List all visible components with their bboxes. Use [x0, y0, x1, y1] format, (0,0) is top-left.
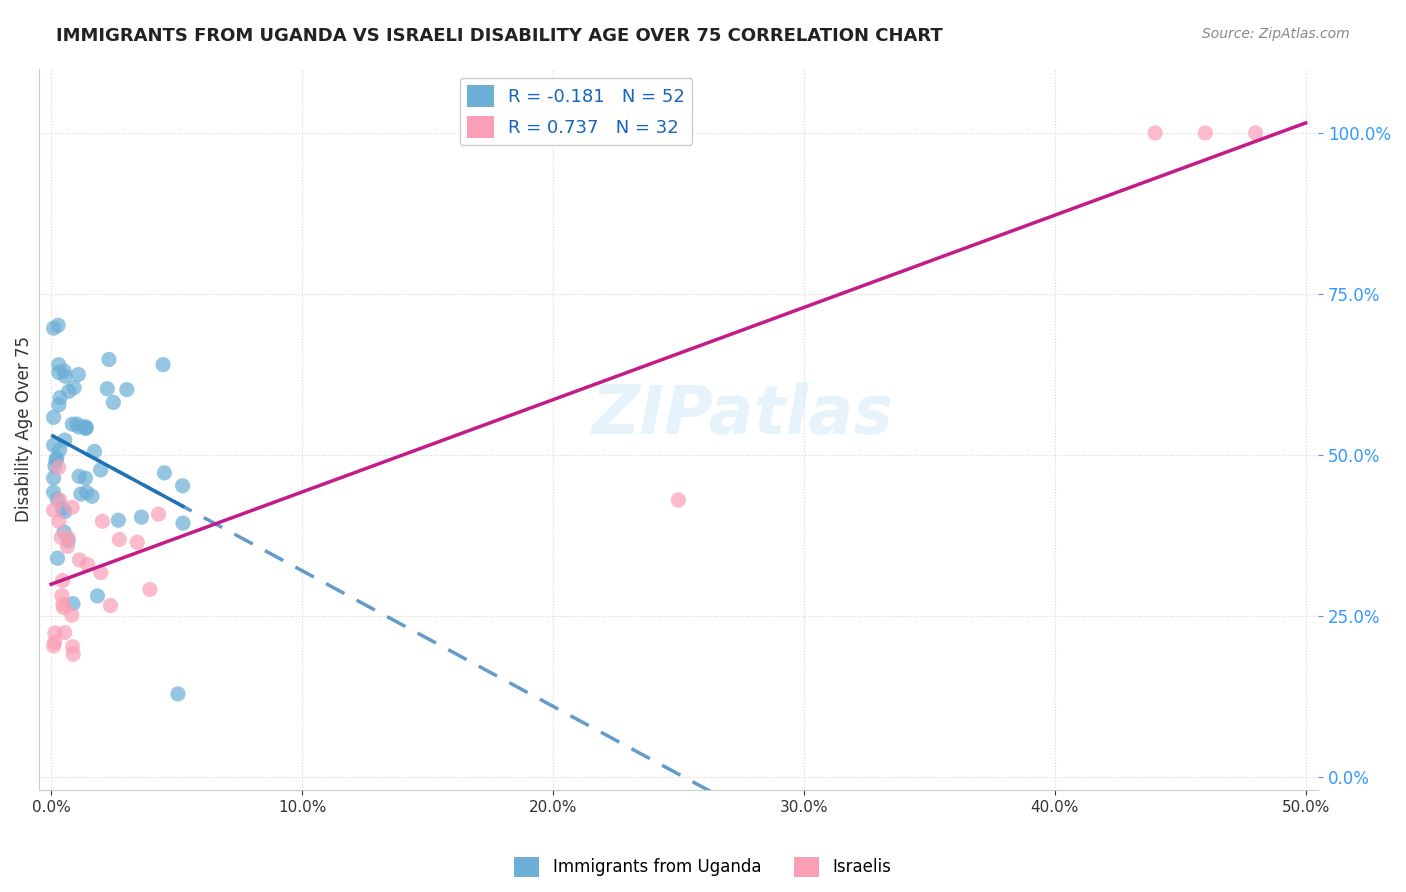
R = -0.181   N = 52: [153, 466, 176, 480]
R = 0.737   N = 32: [1144, 126, 1167, 140]
R = 0.737   N = 32: [1244, 126, 1267, 140]
R = 0.737   N = 32: [1194, 126, 1216, 140]
R = -0.181   N = 52: [83, 444, 105, 458]
R = -0.181   N = 52: [58, 384, 80, 399]
R = -0.181   N = 52: [80, 489, 103, 503]
R = 0.737   N = 32: [90, 566, 112, 580]
R = 0.737   N = 32: [44, 626, 66, 640]
R = 0.737   N = 32: [139, 582, 162, 597]
R = 0.737   N = 32: [51, 530, 73, 544]
R = -0.181   N = 52: [70, 487, 93, 501]
R = -0.181   N = 52: [45, 450, 67, 465]
R = 0.737   N = 32: [91, 514, 114, 528]
R = 0.737   N = 32: [67, 553, 90, 567]
R = 0.737   N = 32: [48, 515, 70, 529]
R = -0.181   N = 52: [103, 395, 125, 409]
R = -0.181   N = 52: [53, 433, 76, 447]
R = -0.181   N = 52: [90, 463, 112, 477]
R = -0.181   N = 52: [98, 352, 121, 367]
R = -0.181   N = 52: [51, 501, 73, 516]
R = 0.737   N = 32: [60, 608, 83, 623]
R = 0.737   N = 32: [56, 531, 79, 545]
R = -0.181   N = 52: [49, 391, 72, 405]
R = -0.181   N = 52: [63, 381, 86, 395]
R = 0.737   N = 32: [49, 493, 72, 508]
R = 0.737   N = 32: [44, 635, 66, 649]
R = 0.737   N = 32: [52, 598, 75, 612]
R = -0.181   N = 52: [46, 318, 69, 333]
R = -0.181   N = 52: [53, 505, 76, 519]
R = -0.181   N = 52: [172, 479, 194, 493]
R = -0.181   N = 52: [44, 458, 66, 473]
R = -0.181   N = 52: [46, 551, 69, 566]
Text: Source: ZipAtlas.com: Source: ZipAtlas.com: [1202, 27, 1350, 41]
R = 0.737   N = 32: [60, 500, 83, 515]
R = -0.181   N = 52: [76, 485, 98, 500]
Legend: Immigrants from Uganda, Israelis: Immigrants from Uganda, Israelis: [508, 850, 898, 884]
R = -0.181   N = 52: [45, 453, 67, 467]
R = -0.181   N = 52: [75, 420, 97, 434]
R = 0.737   N = 32: [62, 647, 84, 661]
R = 0.737   N = 32: [148, 507, 170, 521]
Text: ZIPatlas: ZIPatlas: [592, 382, 893, 448]
R = 0.737   N = 32: [42, 639, 65, 653]
R = 0.737   N = 32: [52, 600, 75, 615]
R = -0.181   N = 52: [167, 687, 190, 701]
R = 0.737   N = 32: [52, 574, 75, 588]
R = 0.737   N = 32: [42, 503, 65, 517]
R = -0.181   N = 52: [42, 438, 65, 452]
R = -0.181   N = 52: [67, 420, 90, 434]
R = 0.737   N = 32: [51, 589, 73, 603]
R = 0.737   N = 32: [100, 599, 122, 613]
R = 0.737   N = 32: [48, 460, 70, 475]
R = 0.737   N = 32: [76, 558, 98, 572]
R = 0.737   N = 32: [108, 533, 131, 547]
R = -0.181   N = 52: [42, 321, 65, 335]
R = -0.181   N = 52: [172, 516, 194, 531]
R = -0.181   N = 52: [66, 417, 89, 431]
R = -0.181   N = 52: [53, 364, 76, 378]
R = -0.181   N = 52: [152, 358, 174, 372]
R = -0.181   N = 52: [48, 366, 70, 380]
R = 0.737   N = 32: [62, 640, 84, 654]
R = -0.181   N = 52: [73, 419, 96, 434]
R = -0.181   N = 52: [75, 471, 97, 485]
R = -0.181   N = 52: [67, 368, 90, 382]
R = 0.737   N = 32: [127, 535, 149, 549]
R = -0.181   N = 52: [96, 382, 118, 396]
R = 0.737   N = 32: [53, 625, 76, 640]
R = -0.181   N = 52: [86, 589, 108, 603]
R = -0.181   N = 52: [42, 485, 65, 500]
R = -0.181   N = 52: [107, 513, 129, 527]
R = -0.181   N = 52: [42, 410, 65, 425]
R = -0.181   N = 52: [115, 383, 138, 397]
R = -0.181   N = 52: [53, 524, 76, 539]
R = -0.181   N = 52: [60, 417, 83, 432]
R = -0.181   N = 52: [53, 369, 76, 384]
R = -0.181   N = 52: [62, 597, 84, 611]
R = 0.737   N = 32: [56, 540, 79, 554]
R = -0.181   N = 52: [48, 398, 70, 412]
Legend: R = -0.181   N = 52, R = 0.737   N = 32: R = -0.181 N = 52, R = 0.737 N = 32: [460, 78, 693, 145]
R = -0.181   N = 52: [75, 421, 97, 435]
R = -0.181   N = 52: [48, 358, 70, 372]
R = -0.181   N = 52: [42, 471, 65, 485]
Y-axis label: Disability Age Over 75: Disability Age Over 75: [15, 336, 32, 522]
R = -0.181   N = 52: [48, 443, 70, 458]
R = 0.737   N = 32: [668, 493, 690, 508]
R = -0.181   N = 52: [67, 469, 90, 483]
R = -0.181   N = 52: [131, 510, 153, 524]
Text: IMMIGRANTS FROM UGANDA VS ISRAELI DISABILITY AGE OVER 75 CORRELATION CHART: IMMIGRANTS FROM UGANDA VS ISRAELI DISABI…: [56, 27, 943, 45]
R = -0.181   N = 52: [46, 492, 69, 507]
R = -0.181   N = 52: [58, 533, 80, 548]
